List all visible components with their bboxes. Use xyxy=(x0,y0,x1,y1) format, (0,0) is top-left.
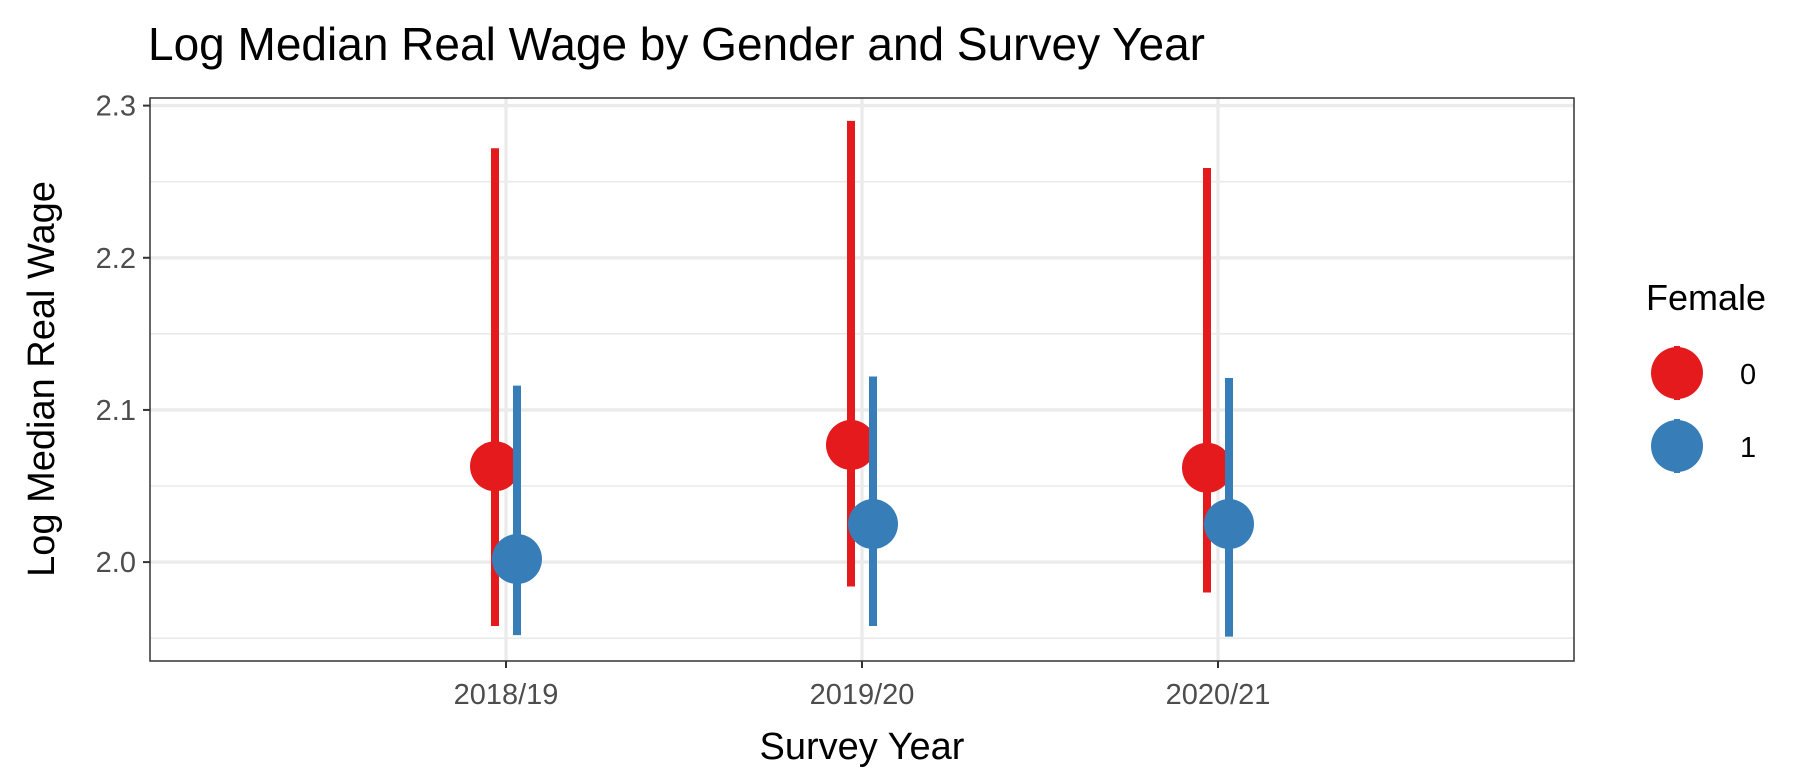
legend-title: Female xyxy=(1646,277,1766,318)
legend-label: 0 xyxy=(1740,359,1756,391)
data-point xyxy=(826,419,876,470)
legend-label: 1 xyxy=(1740,432,1756,464)
grid xyxy=(150,98,1574,661)
plot-marks xyxy=(470,120,1254,637)
data-point xyxy=(1204,499,1254,550)
data-point xyxy=(470,441,520,492)
legend-key-point xyxy=(1651,420,1703,472)
legend-key-point xyxy=(1651,347,1703,399)
x-tick-label: 2018/19 xyxy=(454,679,559,711)
axes: 2.0 2.1 2.2 2.3 2018/19 2019/20 2020/21 xyxy=(96,91,1271,711)
data-point xyxy=(848,499,898,550)
y-axis-title: Log Median Real Wage xyxy=(21,181,63,577)
data-point xyxy=(492,534,542,585)
y-tick-label: 2.2 xyxy=(96,243,136,275)
x-axis-title: Survey Year xyxy=(760,726,965,768)
data-point xyxy=(1182,442,1232,493)
y-tick-label: 2.3 xyxy=(96,91,136,123)
x-tick-label: 2019/20 xyxy=(810,679,915,711)
y-tick-label: 2.0 xyxy=(96,547,136,579)
legend: Female 0 1 xyxy=(1646,277,1766,473)
y-tick-label: 2.1 xyxy=(96,395,136,427)
chart-title: Log Median Real Wage by Gender and Surve… xyxy=(148,18,1205,70)
x-tick-label: 2020/21 xyxy=(1166,679,1271,711)
